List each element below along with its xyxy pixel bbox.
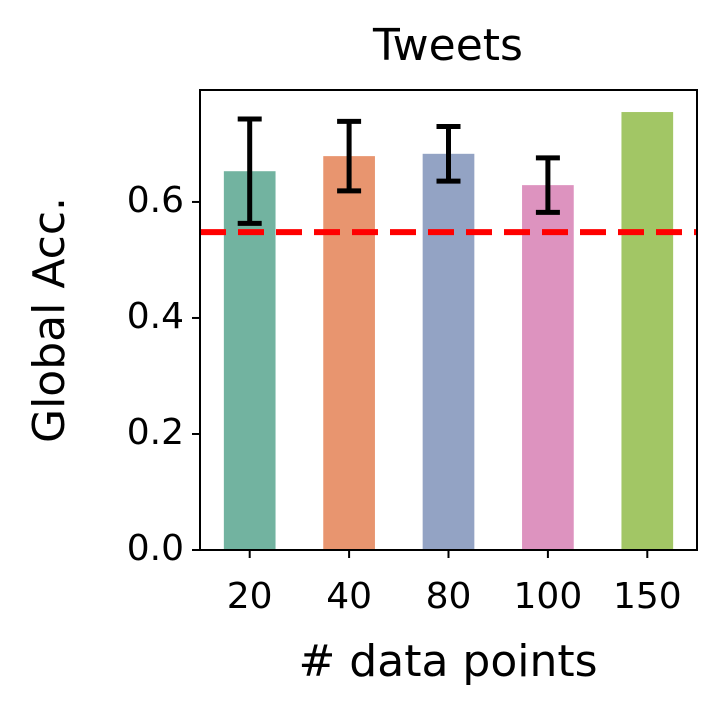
x-tick-label: 80: [426, 576, 472, 617]
bar: [223, 171, 276, 551]
chart-title: Tweets: [372, 20, 523, 71]
bar: [422, 153, 475, 550]
bar: [522, 185, 574, 550]
x-tick-label: 20: [227, 576, 273, 617]
error-bar: [337, 118, 362, 194]
error-bar: [535, 155, 560, 215]
x-axis-label: # data points: [298, 636, 597, 687]
x-tick-label: 100: [514, 576, 583, 617]
y-tick-label: 0.2: [127, 412, 184, 453]
x-tick-label: 40: [326, 576, 372, 617]
error-bar: [237, 116, 262, 226]
x-tick-label: 150: [613, 576, 682, 617]
y-axis-label: Global Acc.: [24, 197, 75, 443]
error-bar: [436, 124, 461, 184]
bar: [621, 112, 674, 550]
plot-frame: [199, 89, 698, 551]
bar: [323, 156, 375, 550]
y-tick-label: 0.6: [127, 180, 184, 221]
y-tick-label: 0.0: [127, 528, 184, 569]
y-tick-label: 0.4: [127, 296, 184, 337]
